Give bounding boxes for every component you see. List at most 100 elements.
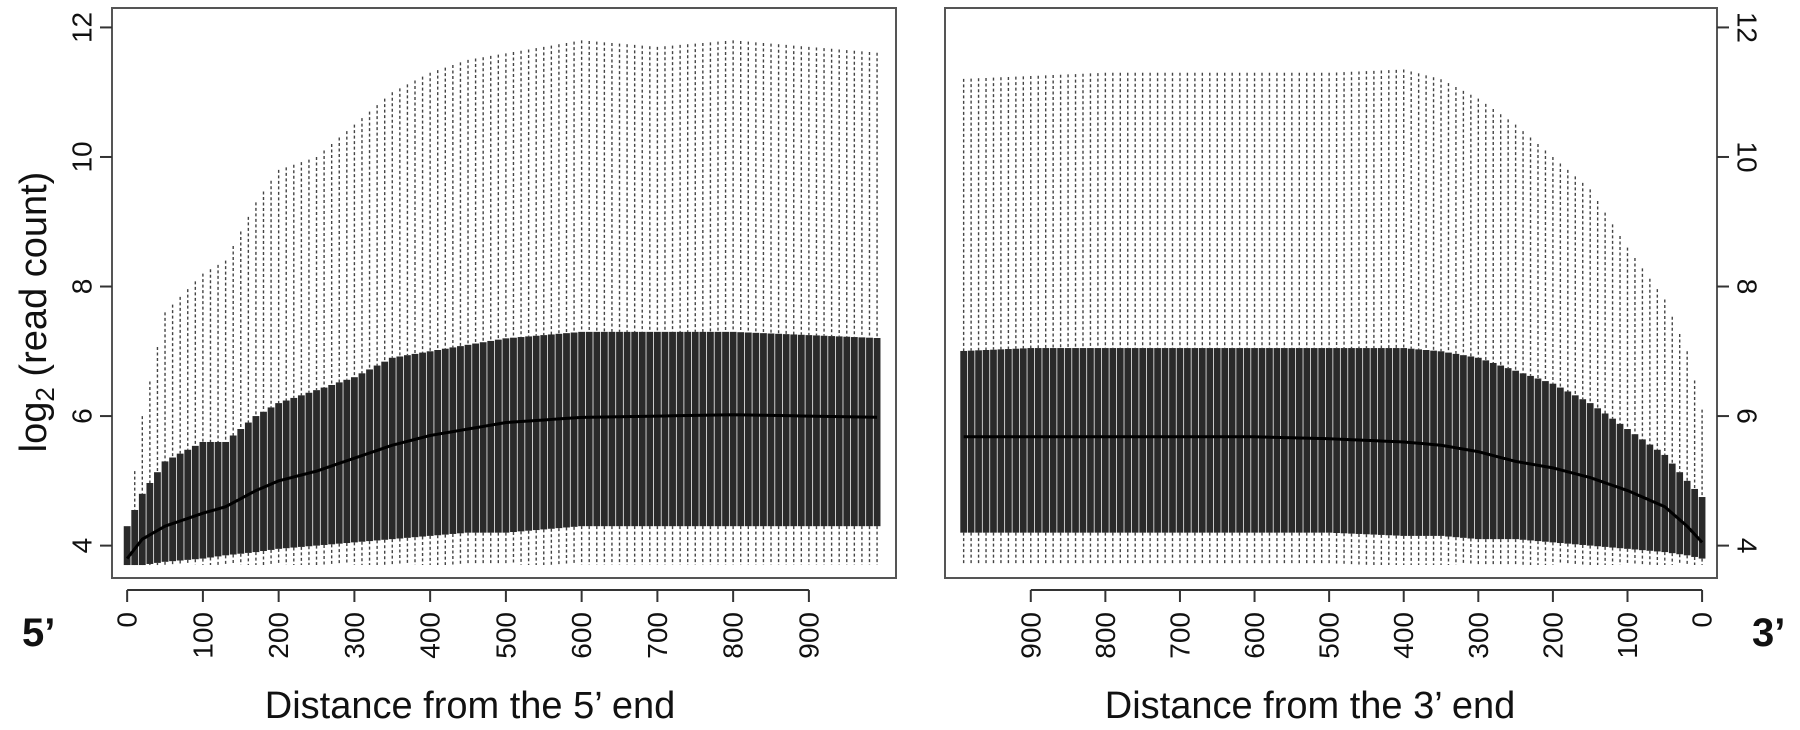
box-five-prime-77	[707, 42, 714, 566]
box-three-prime-43	[1377, 70, 1385, 566]
box-iqr	[540, 335, 548, 530]
box-three-prime-44	[1370, 70, 1378, 566]
box-iqr	[1512, 370, 1519, 540]
box-iqr	[1161, 348, 1169, 533]
box-iqr	[1131, 348, 1139, 533]
box-iqr	[1072, 348, 1079, 533]
box-three-prime-72	[1161, 72, 1169, 566]
box-three-prime-47	[1348, 71, 1355, 566]
box-iqr	[510, 337, 517, 533]
box-three-prime-0	[1698, 409, 1706, 566]
box-five-prime-85	[767, 43, 775, 566]
box-iqr	[297, 395, 305, 547]
x-tick-label-100: 100	[1612, 612, 1643, 659]
box-iqr	[517, 337, 525, 532]
box-iqr	[1698, 497, 1706, 559]
box-iqr	[1653, 449, 1661, 552]
box-iqr	[616, 331, 623, 527]
box-iqr	[699, 331, 707, 527]
x-tick-label-300: 300	[1463, 612, 1494, 659]
box-iqr	[669, 331, 676, 527]
box-iqr	[1631, 434, 1639, 550]
box-iqr	[1668, 463, 1676, 554]
box-five-prime-9	[191, 281, 199, 566]
box-iqr	[1452, 353, 1460, 538]
box-iqr	[1482, 360, 1490, 540]
box-iqr	[1102, 348, 1109, 533]
box-five-prime-31	[358, 118, 366, 566]
box-three-prime-37	[1422, 75, 1430, 566]
box-iqr	[290, 397, 298, 548]
box-three-prime-10	[1624, 247, 1631, 566]
box-three-prime-66	[1206, 72, 1214, 566]
box-five-prime-75	[691, 43, 699, 566]
box-three-prime-60	[1251, 72, 1258, 566]
box-three-prime-68	[1191, 72, 1199, 566]
box-three-prime-92	[1012, 76, 1020, 566]
box-iqr	[184, 449, 192, 560]
x-tick-label-700: 700	[1164, 612, 1195, 659]
box-five-prime-65	[616, 43, 623, 566]
box-three-prime-32	[1460, 90, 1467, 566]
box-iqr	[600, 331, 608, 527]
box-three-prime-80	[1102, 72, 1109, 566]
box-iqr	[873, 338, 881, 527]
x-tick-label-500: 500	[1314, 612, 1345, 659]
box-iqr	[1042, 348, 1050, 533]
box-iqr	[1460, 355, 1467, 538]
box-iqr	[1646, 444, 1654, 551]
box-five-prime-26	[320, 150, 328, 566]
box-iqr	[1325, 348, 1333, 533]
box-iqr	[472, 343, 480, 533]
box-five-prime-86	[775, 44, 782, 566]
box-iqr	[1184, 348, 1191, 533]
x-tick-label-500: 500	[490, 612, 521, 659]
box-three-prime-52	[1310, 72, 1318, 566]
box-five-prime-21	[282, 167, 290, 566]
box-iqr	[464, 344, 472, 533]
box-iqr	[1295, 348, 1303, 533]
box-three-prime-65	[1213, 72, 1221, 566]
box-three-prime-48	[1340, 72, 1348, 566]
box-iqr	[449, 347, 457, 534]
box-iqr	[1437, 351, 1445, 536]
plot-frame-three-prime	[944, 7, 1718, 579]
box-three-prime-51	[1318, 72, 1326, 566]
box-iqr	[191, 445, 199, 560]
box-iqr	[1213, 348, 1221, 533]
box-iqr	[252, 416, 260, 553]
box-iqr	[222, 441, 230, 556]
box-three-prime-99	[960, 78, 968, 566]
box-three-prime-49	[1333, 72, 1340, 566]
box-iqr	[1586, 403, 1594, 546]
box-iqr	[1683, 480, 1691, 556]
box-iqr	[1094, 348, 1102, 533]
box-iqr	[1064, 348, 1072, 533]
box-three-prime-38	[1415, 73, 1422, 566]
box-iqr	[229, 435, 237, 555]
box-five-prime-69	[646, 46, 654, 566]
box-three-prime-35	[1437, 79, 1445, 566]
x-tick-label-900: 900	[793, 612, 824, 659]
box-iqr	[1049, 348, 1057, 533]
box-five-prime-56	[547, 45, 555, 566]
y-tick-label-6: 6	[1732, 408, 1763, 424]
box-iqr	[623, 331, 631, 527]
box-five-prime-91	[813, 47, 820, 566]
box-iqr	[169, 457, 177, 562]
box-iqr	[487, 340, 495, 533]
x-axis-label-five-prime: Distance from the 5’ end	[265, 685, 675, 727]
box-iqr	[388, 357, 396, 540]
box-iqr	[1310, 348, 1318, 533]
box-five-prime-4	[154, 346, 161, 566]
box-five-prime-42	[441, 67, 449, 566]
box-three-prime-96	[982, 77, 990, 566]
box-iqr	[1616, 423, 1624, 549]
box-five-prime-39	[419, 76, 426, 566]
box-iqr	[146, 483, 154, 564]
box-three-prime-56	[1281, 72, 1288, 566]
box-three-prime-90	[1027, 76, 1035, 566]
box-iqr	[1497, 365, 1505, 540]
box-iqr	[237, 429, 245, 554]
box-iqr	[1087, 348, 1094, 533]
